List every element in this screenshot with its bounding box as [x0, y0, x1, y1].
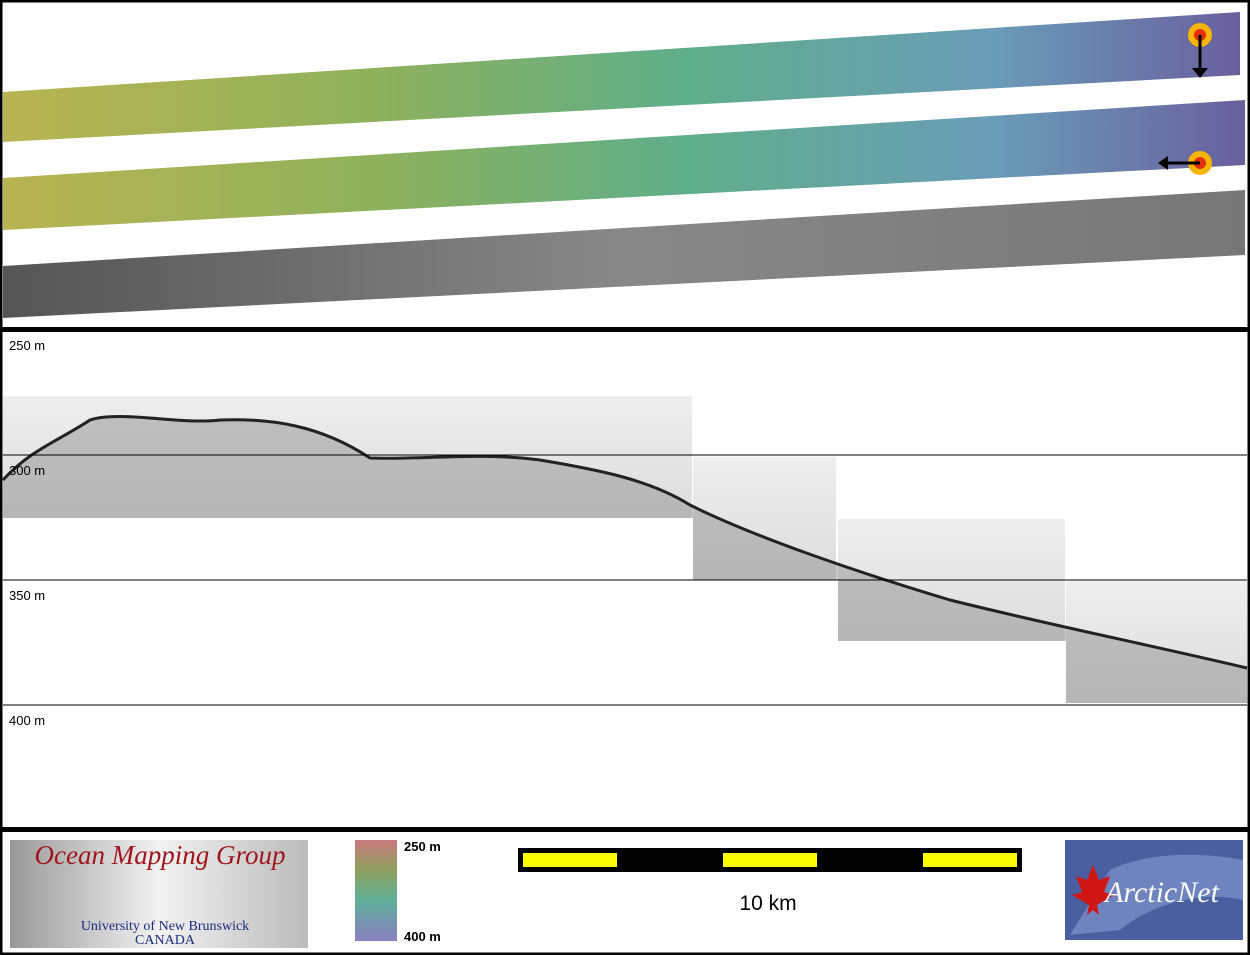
partner-logo-text: ArcticNet: [1103, 876, 1220, 909]
seafloor-line: [1, 414, 1248, 670]
sun-icon: [1158, 151, 1212, 175]
seafloor-return: [3, 416, 1247, 703]
omg-logo: [10, 840, 308, 948]
bathymetry-strip: [3, 100, 1245, 230]
separator: [0, 327, 1250, 332]
depth-label: 250 m: [9, 338, 45, 353]
colorbar: [355, 840, 397, 941]
depth-label: 350 m: [9, 588, 45, 603]
scale-segment: [923, 853, 1017, 867]
maple-leaf: [1072, 865, 1114, 915]
scale-label: 10 km: [739, 892, 796, 915]
depth-label: 400 m: [9, 713, 45, 728]
map-shape: [1070, 854, 1243, 935]
colorbar-label: 250 m: [404, 839, 441, 854]
scale-segment: [523, 853, 617, 867]
sidescan-strip: [3, 190, 1245, 318]
logo-title: Ocean Mapping Group: [35, 840, 286, 870]
sun-icon: [1188, 23, 1212, 78]
logo-university: University of New Brunswick: [81, 919, 249, 934]
depth-label: 300 m: [9, 463, 45, 478]
bathymetry-strip: [3, 12, 1240, 142]
scale-segment: [723, 853, 817, 867]
colorbar-label: 400 m: [404, 929, 441, 944]
logo-country: CANADA: [135, 933, 196, 948]
separator: [0, 827, 1250, 832]
echogram-segment: [1066, 581, 1247, 703]
